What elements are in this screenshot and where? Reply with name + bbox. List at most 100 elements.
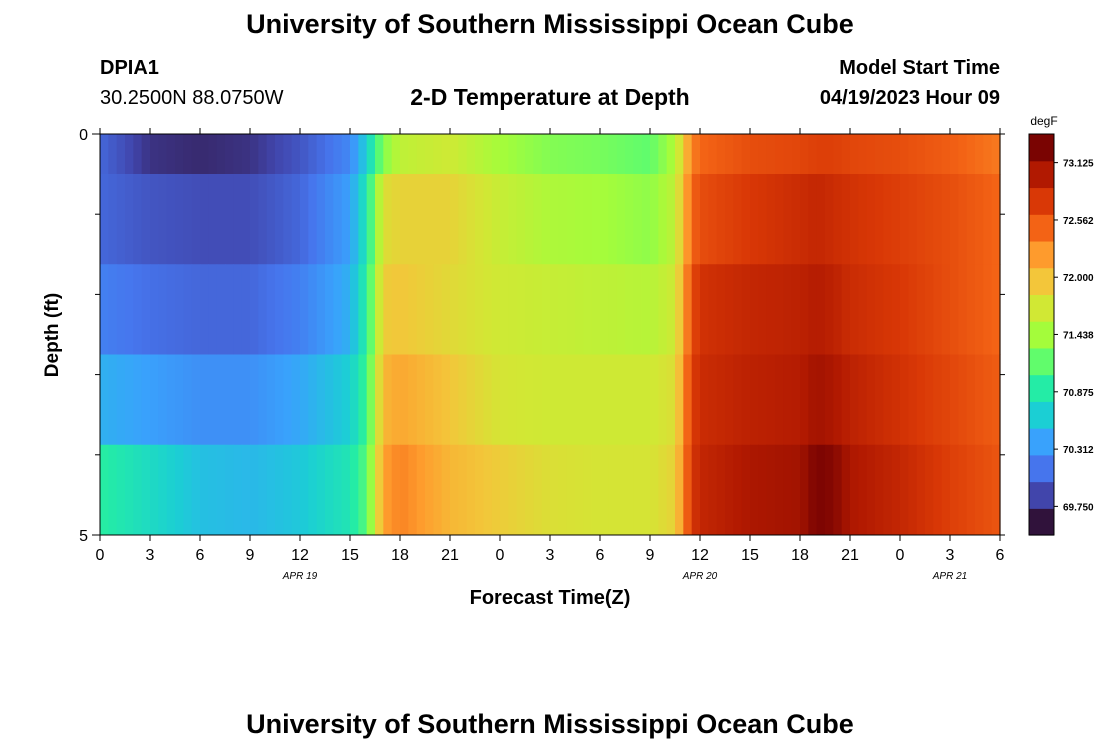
heatmap-cell	[791, 264, 801, 355]
heatmap-cell	[533, 444, 543, 536]
heatmap-cell	[791, 444, 801, 536]
x-tick-label: 0	[496, 547, 505, 564]
heatmap-cell	[350, 264, 359, 355]
heatmap-cell	[266, 354, 276, 446]
heatmap-cell	[383, 444, 393, 536]
heatmap-cell	[275, 444, 284, 536]
heatmap-cell	[750, 354, 759, 446]
heatmap-cell	[908, 134, 918, 175]
heatmap-cell	[975, 264, 984, 355]
heatmap-cell	[591, 354, 601, 446]
heatmap-cell	[358, 134, 368, 175]
heatmap-cell	[933, 264, 943, 355]
heatmap-cell	[250, 354, 259, 446]
x-date-label: APR 20	[682, 571, 718, 582]
x-tick-label: 3	[146, 547, 155, 564]
heatmap-cell	[483, 444, 493, 536]
heatmap-cell	[325, 134, 334, 175]
heatmap-cell	[483, 134, 493, 175]
heatmap-cell	[133, 444, 143, 536]
heatmap-cell	[891, 444, 901, 536]
heatmap-cell	[833, 444, 843, 536]
heatmap-cell	[608, 174, 618, 265]
heatmap-cell	[700, 134, 709, 175]
heatmap-cell	[125, 444, 134, 536]
colorbar-tick-label: 73.125	[1063, 159, 1094, 170]
heatmap-cell	[258, 174, 268, 265]
heatmap-cell	[866, 174, 876, 265]
heatmap-cell	[658, 134, 668, 175]
heatmap-cell	[250, 264, 259, 355]
heatmap-cell	[500, 354, 509, 446]
heatmap-cell	[133, 134, 143, 175]
heatmap-cell	[175, 264, 184, 355]
heatmap-cell	[916, 444, 926, 536]
heatmap-cell	[133, 174, 143, 265]
heatmap-cell	[258, 264, 268, 355]
heatmap-cell	[108, 174, 118, 265]
heatmap-cell	[800, 354, 809, 446]
heatmap-cell	[958, 264, 968, 355]
heatmap-cell	[858, 354, 868, 446]
heatmap-cell	[808, 134, 818, 175]
heatmap-cell	[291, 354, 301, 446]
x-tick-label: 0	[896, 547, 905, 564]
heatmap-cell	[758, 354, 768, 446]
heatmap-cell	[325, 354, 334, 446]
heatmap-cell	[191, 444, 201, 536]
heatmap-cell	[350, 134, 359, 175]
heatmap-cell	[158, 444, 168, 536]
colorbar-swatch	[1029, 240, 1054, 269]
heatmap-cell	[691, 444, 701, 536]
heatmap-cell	[883, 264, 893, 355]
heatmap-cell	[383, 354, 393, 446]
heatmap-cell	[400, 264, 409, 355]
heatmap-cell	[400, 354, 409, 446]
heatmap-cell	[675, 174, 684, 265]
heatmap-cell	[708, 354, 718, 446]
heatmap-cell	[850, 354, 859, 446]
heatmap-cell	[508, 444, 518, 536]
heatmap-cell	[900, 444, 909, 536]
heatmap-cell	[758, 174, 768, 265]
heatmap-cell	[400, 134, 409, 175]
x-tick-label: 6	[596, 547, 605, 564]
heatmap-cell	[741, 134, 751, 175]
heatmap-cell	[508, 354, 518, 446]
x-tick-label: 3	[546, 547, 555, 564]
heatmap-cell	[266, 444, 276, 536]
heatmap-cell	[758, 264, 768, 355]
heatmap-cell	[600, 174, 609, 265]
heatmap-cell	[416, 264, 426, 355]
colorbar-tick-label: 70.312	[1063, 445, 1094, 456]
heatmap-cell	[108, 134, 118, 175]
heatmap-cell	[283, 354, 293, 446]
heatmap-cell	[300, 354, 309, 446]
heatmap-cell	[691, 134, 701, 175]
heatmap-cell	[566, 174, 576, 265]
heatmap-cell	[183, 174, 193, 265]
heatmap-cell	[366, 134, 376, 175]
heatmap-cell	[575, 354, 584, 446]
heatmap-cell	[783, 354, 793, 446]
heatmap-cell	[800, 134, 809, 175]
heatmap-cell	[850, 174, 859, 265]
heatmap-cell	[608, 354, 618, 446]
heatmap-cell	[691, 264, 701, 355]
heatmap-cell	[100, 264, 109, 355]
heatmap-cell	[300, 444, 309, 536]
colorbar-swatch	[1029, 294, 1054, 322]
heatmap-cell	[466, 134, 476, 175]
colorbar-swatch	[1029, 374, 1054, 402]
heatmap-cell	[933, 444, 943, 536]
heatmap-cell	[158, 174, 168, 265]
heatmap-cell	[241, 264, 251, 355]
heatmap-cell	[575, 134, 584, 175]
heatmap-cell	[300, 264, 309, 355]
heatmap-cell	[150, 134, 159, 175]
heatmap-cell	[775, 174, 784, 265]
heatmap-cell	[783, 134, 793, 175]
heatmap-cell	[441, 444, 451, 536]
heatmap-cell	[225, 354, 234, 446]
heatmap-cell	[666, 354, 676, 446]
